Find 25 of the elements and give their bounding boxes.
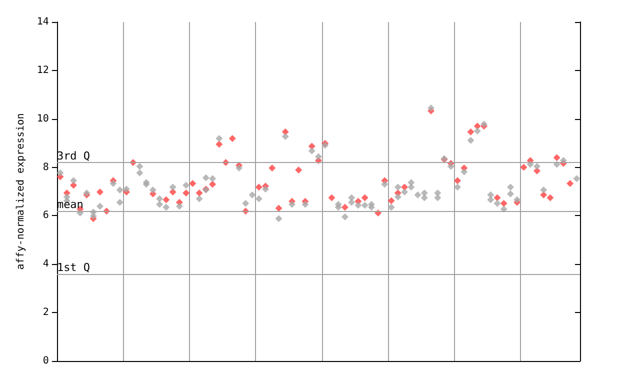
point bbox=[506, 190, 514, 198]
point bbox=[420, 194, 428, 202]
point bbox=[348, 198, 356, 206]
point bbox=[368, 204, 375, 211]
y-tick-label: 4 bbox=[42, 258, 49, 270]
point bbox=[408, 184, 415, 191]
ref-line-label: mean bbox=[56, 198, 84, 211]
point bbox=[116, 198, 124, 206]
y-tick-label: 6 bbox=[42, 210, 49, 222]
y-tick-label: 0 bbox=[42, 356, 49, 366]
ref-line-label: 1st Q bbox=[56, 260, 90, 274]
y-tick-label: 12 bbox=[36, 64, 49, 76]
point bbox=[90, 212, 97, 220]
point bbox=[334, 204, 342, 211]
y-tick-label: 14 bbox=[36, 16, 49, 28]
y-axis-title: affy-normalized expression bbox=[16, 113, 26, 270]
point bbox=[156, 200, 164, 208]
point bbox=[487, 196, 494, 204]
y-tick-label: 8 bbox=[42, 162, 49, 173]
point bbox=[136, 169, 144, 176]
ref-line-label: 3rd Q bbox=[56, 149, 90, 162]
y-tick-label: 10 bbox=[36, 113, 49, 124]
point bbox=[434, 194, 442, 202]
y-tick-label: 2 bbox=[42, 307, 49, 318]
point bbox=[394, 193, 402, 200]
